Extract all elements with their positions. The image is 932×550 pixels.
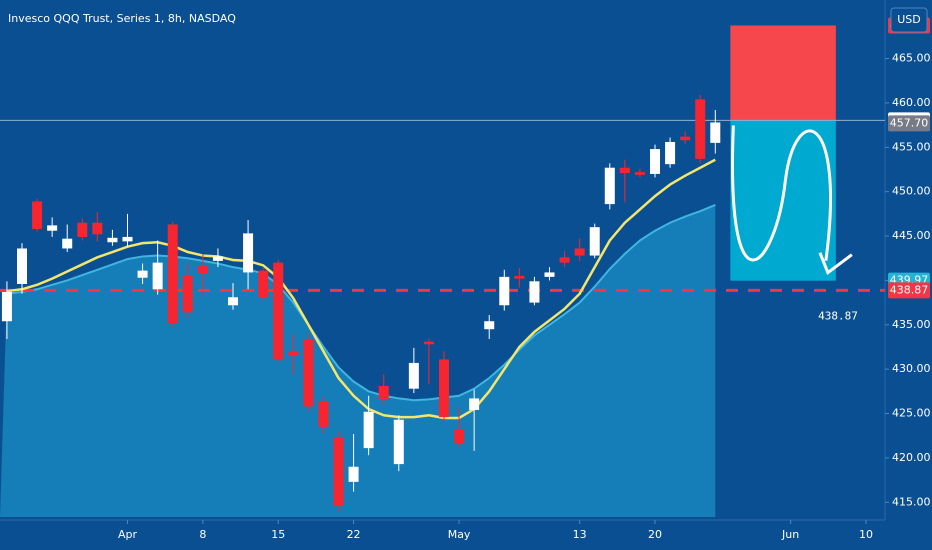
candle-body xyxy=(634,172,645,175)
y-tick-label: 455.00 xyxy=(892,140,931,153)
price-badge xyxy=(888,282,930,299)
chart-title: Invesco QQQ Trust, Series 1, 8h, NASDAQ xyxy=(8,12,236,25)
candle-body xyxy=(619,167,630,174)
y-tick-label: 450.00 xyxy=(892,185,931,198)
x-tick-label: 22 xyxy=(347,528,361,541)
candle-body xyxy=(137,270,148,278)
y-tick-label: 425.00 xyxy=(892,407,931,420)
candle-body xyxy=(348,466,359,482)
candle-body xyxy=(182,275,193,313)
y-tick-label: 460.00 xyxy=(892,96,931,109)
candle-body xyxy=(318,401,329,427)
candle-body xyxy=(228,297,239,306)
candle-body xyxy=(62,238,73,249)
candle-body xyxy=(273,262,284,360)
candle-body xyxy=(423,341,434,345)
x-tick-label: Jun xyxy=(781,528,799,541)
candle-body xyxy=(288,351,299,356)
candle-body xyxy=(32,201,43,229)
y-tick-label: 430.00 xyxy=(892,362,931,375)
candle-body xyxy=(559,257,570,263)
candle-body xyxy=(333,437,344,506)
candle-body xyxy=(589,227,600,256)
y-tick-label: 445.00 xyxy=(892,229,931,242)
candle-body xyxy=(363,411,374,449)
candle-body xyxy=(499,276,510,306)
candle-body xyxy=(77,222,88,237)
stop-zone xyxy=(730,25,836,121)
candle-body xyxy=(1,291,12,322)
x-tick-label: 13 xyxy=(573,528,587,541)
plot: 415.00420.00425.00430.00435.00440.00445.… xyxy=(0,17,931,541)
candle-body xyxy=(710,122,721,143)
x-tick-label: May xyxy=(448,528,471,541)
x-tick-label: 20 xyxy=(648,528,662,541)
ma-slow-line xyxy=(6,204,716,402)
price-badge xyxy=(888,115,930,132)
x-tick-label: Apr xyxy=(118,528,138,541)
forecast-arrowhead xyxy=(818,252,853,276)
ma-fast-line xyxy=(6,158,716,420)
candle-body xyxy=(650,149,661,174)
candle-body xyxy=(243,233,254,273)
candle-body xyxy=(604,167,615,205)
candle-body xyxy=(574,248,585,256)
candle-body xyxy=(378,386,389,400)
candle-body xyxy=(393,419,404,465)
candle-body xyxy=(695,99,706,159)
x-tick-label: 15 xyxy=(271,528,285,541)
candle-body xyxy=(303,338,314,407)
candle-body xyxy=(152,262,163,290)
candle-body xyxy=(439,359,450,418)
candle-body xyxy=(484,321,495,330)
currency-button[interactable] xyxy=(890,7,928,33)
forecast-curve xyxy=(731,125,832,262)
y-tick-label: 420.00 xyxy=(892,451,931,464)
candle-body xyxy=(408,362,419,389)
candle-body xyxy=(107,237,118,243)
y-tick-label: 465.00 xyxy=(892,52,931,65)
candle-body xyxy=(17,248,28,284)
candle-body xyxy=(167,224,178,324)
ma-area xyxy=(0,204,716,517)
candle-body xyxy=(197,266,208,274)
candle-body xyxy=(212,256,223,261)
candle-body xyxy=(514,275,525,279)
y-tick-label: 435.00 xyxy=(892,318,931,331)
currency-label: USD xyxy=(897,13,921,26)
candle-body xyxy=(454,429,465,444)
candle-body xyxy=(544,272,555,277)
x-tick-label: 10 xyxy=(859,528,873,541)
candle-body xyxy=(122,236,133,242)
level-callout: 438.87 xyxy=(818,309,858,322)
candle-body xyxy=(469,398,480,410)
candle-body xyxy=(92,222,103,235)
candle-body xyxy=(680,136,691,141)
candle-body xyxy=(47,225,58,231)
candle-body xyxy=(258,270,269,298)
price-badge-label: 457.70 xyxy=(890,116,929,129)
price-badge-label: 438.87 xyxy=(890,283,929,296)
candle-body xyxy=(529,281,540,303)
x-tick-label: 8 xyxy=(199,528,206,541)
candle-body xyxy=(665,141,676,165)
y-tick-label: 415.00 xyxy=(892,495,931,508)
